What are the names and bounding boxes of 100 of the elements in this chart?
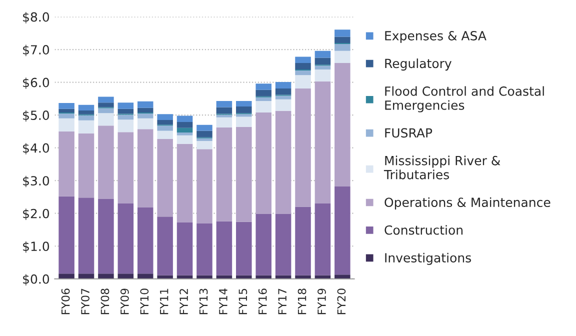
y-tick-label: $1.0 <box>23 241 50 253</box>
bar <box>176 135 193 144</box>
bar <box>118 102 134 109</box>
bar <box>78 110 94 114</box>
bar <box>137 207 154 274</box>
bar <box>98 198 114 274</box>
bar <box>196 224 212 276</box>
x-tick-label: FY18 <box>298 288 306 314</box>
bar <box>295 62 311 70</box>
bar <box>78 115 94 120</box>
bar <box>196 124 212 131</box>
bar <box>236 114 252 117</box>
y-tick-label: $7.0 <box>23 44 50 56</box>
bar <box>295 88 311 207</box>
bar <box>314 50 331 58</box>
bar <box>157 138 173 217</box>
x-tick-label: FY09 <box>120 288 129 314</box>
bar <box>236 222 252 276</box>
bar <box>137 113 154 118</box>
legend-label: Investigations <box>385 252 472 265</box>
x-tick-label: FY17 <box>278 288 286 314</box>
bar <box>295 70 311 76</box>
bar <box>275 110 292 214</box>
legend-label: Expenses & ASA <box>385 30 486 43</box>
x-tick-label: FY12 <box>180 289 188 314</box>
bar <box>137 274 154 279</box>
bar <box>196 140 212 150</box>
bar <box>98 113 114 126</box>
y-tick-label: $2.0 <box>23 208 50 220</box>
bar <box>78 198 94 274</box>
bar <box>216 114 232 118</box>
y-tick-label: $8.0 <box>23 12 50 24</box>
bar <box>236 106 252 114</box>
bar <box>137 129 154 208</box>
legend-label: Operations & Maintenance <box>384 197 550 210</box>
bar <box>176 116 193 122</box>
legend-label: Construction <box>384 225 463 235</box>
bar <box>118 274 134 279</box>
bar <box>275 99 292 111</box>
bar <box>78 104 94 110</box>
bar <box>118 132 134 204</box>
bar <box>334 274 350 279</box>
bar <box>275 214 292 276</box>
bar <box>256 97 272 101</box>
bar <box>314 58 331 65</box>
bar <box>58 131 74 196</box>
x-tick-label: FY14 <box>219 288 228 314</box>
bar <box>58 274 74 279</box>
bar <box>98 108 114 114</box>
bar <box>314 81 331 204</box>
bar <box>334 44 350 51</box>
bar <box>98 96 114 103</box>
bar <box>196 149 212 224</box>
y-tick-label: $0.0 <box>23 274 50 286</box>
bar <box>236 116 252 127</box>
legend-label: Flood Control and Coastal Emergencies <box>385 86 544 112</box>
bar <box>157 216 173 276</box>
y-tick-label: $5.0 <box>23 110 50 122</box>
bar <box>78 120 94 134</box>
y-tick-label: $6.0 <box>23 78 50 89</box>
bar <box>314 66 331 70</box>
bar <box>118 120 134 132</box>
bar <box>196 130 212 138</box>
x-tick-label: FY15 <box>238 288 248 314</box>
bar <box>256 112 272 214</box>
y-tick-label: $3.0 <box>23 176 50 188</box>
bar <box>58 118 74 132</box>
x-tick-label: FY16 <box>258 288 267 314</box>
x-tick-label: FY10 <box>140 288 149 314</box>
bar <box>98 274 114 279</box>
bar <box>334 50 350 63</box>
bar <box>98 102 114 108</box>
bar <box>98 126 114 199</box>
x-tick-label: FY06 <box>61 288 70 314</box>
legend-label: Mississippi River & Tributaries <box>384 156 500 180</box>
bar <box>295 75 311 89</box>
bar <box>157 130 173 139</box>
bar <box>176 144 193 223</box>
bar <box>216 117 232 128</box>
bar <box>216 107 232 114</box>
bar <box>58 102 74 109</box>
bar <box>157 120 173 125</box>
bar <box>236 126 252 222</box>
bar <box>137 101 154 108</box>
bar <box>58 196 74 274</box>
legend-label: Regulatory <box>385 58 452 71</box>
bar <box>176 122 193 128</box>
x-tick-label: FY07 <box>81 288 90 314</box>
bar <box>118 108 134 114</box>
x-tick-label: FY13 <box>199 288 208 314</box>
bar <box>216 128 232 222</box>
bar <box>275 96 292 100</box>
y-tick-label: $4.0 <box>23 143 50 154</box>
bar <box>256 90 272 96</box>
bar <box>256 214 272 276</box>
bar <box>176 128 193 132</box>
bar <box>314 204 331 276</box>
bar <box>236 100 252 107</box>
bar <box>216 100 232 108</box>
bar <box>137 118 154 130</box>
